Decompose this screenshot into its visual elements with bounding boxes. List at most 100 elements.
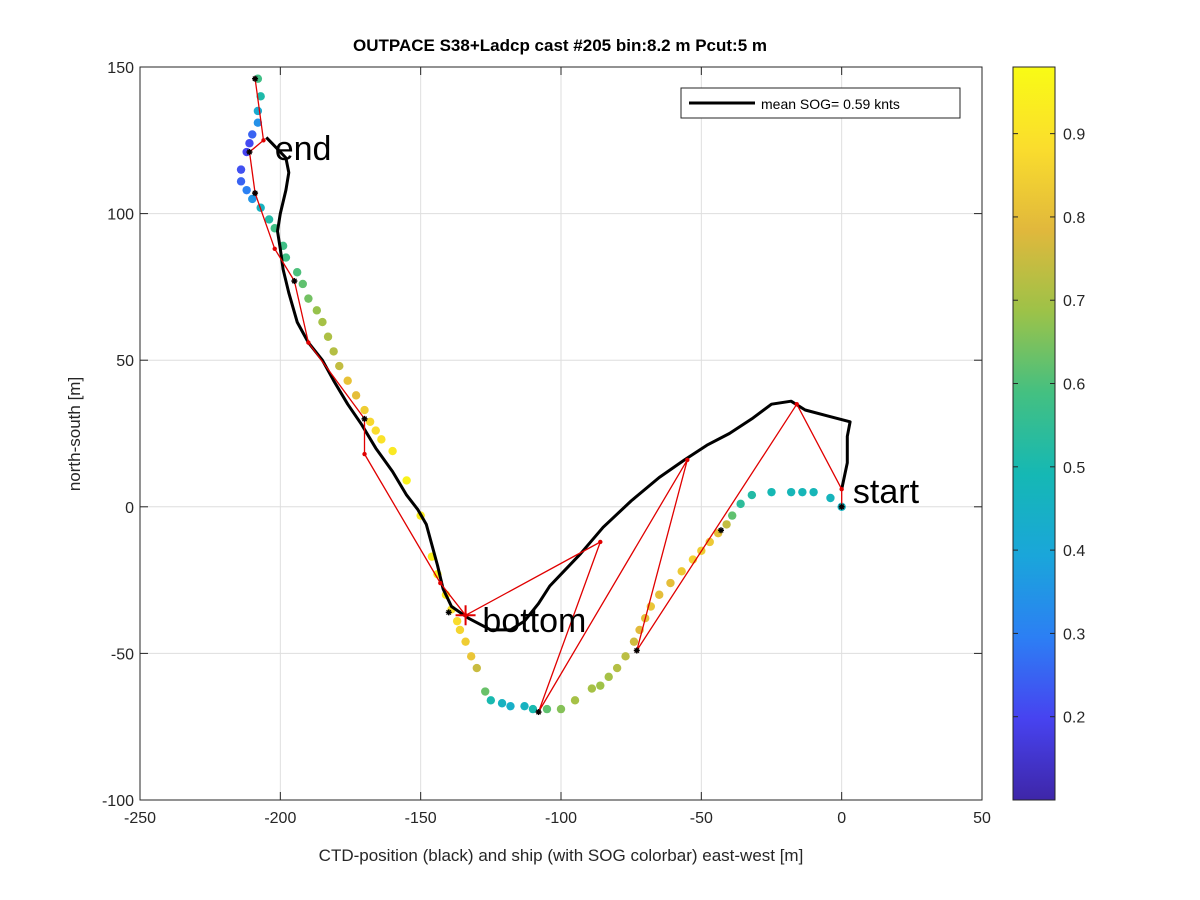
data-series — [236, 74, 852, 716]
colorbar-ticks: 0.2 0.3 0.4 0.5 0.6 0.7 0.8 0.9 — [1013, 127, 1085, 727]
y-tick-label: 50 — [116, 353, 134, 370]
ctd-fix-marker-stroke — [718, 527, 724, 533]
y-tick-label: 150 — [107, 60, 134, 77]
ship-position-marker — [438, 580, 443, 586]
ctd-fix-marker-stroke — [446, 609, 452, 615]
ship-position-marker — [272, 246, 277, 251]
colorbar-frame — [1012, 66, 1056, 801]
sog-point — [455, 625, 465, 635]
sog-point — [335, 361, 344, 371]
ship-position-marker — [794, 401, 799, 407]
x-tick-label: -250 — [124, 810, 156, 827]
x-tick-label: -100 — [545, 810, 577, 827]
x-tick-label: -50 — [690, 810, 713, 827]
colorbar-tick-label: 0.5 — [1063, 460, 1085, 477]
sog-point — [612, 663, 622, 673]
ctd-fix-marker-stroke — [291, 278, 297, 284]
sog-point — [809, 487, 818, 497]
plot-area: -250 -200 -150 -100 -50 0 50 -100 -50 0 50 100 150 s… — [102, 60, 991, 827]
sog-point — [248, 194, 257, 204]
sog-point — [481, 687, 490, 696]
sog-point — [318, 317, 327, 327]
sog-point — [728, 511, 737, 520]
sog-point — [452, 616, 462, 626]
sog-point — [236, 165, 246, 174]
ctd-fix-marker — [252, 190, 259, 197]
colorbar-tick-label: 0.4 — [1063, 543, 1085, 560]
ctd-fix-marker — [633, 647, 640, 654]
sog-point — [466, 652, 476, 661]
ship-position-line — [248, 78, 843, 713]
sog-point — [388, 446, 397, 456]
ctd-fix-marker-stroke — [361, 416, 368, 422]
sog-point — [253, 118, 263, 127]
ctd-fix-marker — [361, 415, 368, 422]
chart-title: OUTPACE S38+Ladcp cast #205 bin:8.2 m Pc… — [353, 36, 767, 55]
colorbar-tick-label: 0.9 — [1063, 127, 1085, 144]
sog-point — [666, 578, 675, 588]
y-tick-label: -100 — [102, 793, 134, 810]
sog-point — [253, 106, 263, 116]
colorbar-tick-label: 0.8 — [1063, 210, 1085, 227]
sog-point — [556, 704, 566, 714]
sog-point — [472, 663, 481, 673]
annotation-bottom: bottom — [482, 602, 586, 640]
sog-point — [298, 279, 307, 289]
sog-point — [604, 672, 613, 682]
sog-point — [722, 520, 731, 529]
sog-point — [292, 268, 302, 277]
ctd-fix-marker-stroke — [252, 190, 258, 196]
y-tick-label: 0 — [125, 500, 134, 517]
sog-point — [767, 487, 776, 497]
colorbar-tick-label: 0.3 — [1063, 626, 1085, 643]
sog-point — [402, 476, 411, 485]
sog-point — [486, 696, 496, 705]
sog-point — [343, 376, 352, 385]
x-tick-label: -150 — [405, 810, 437, 827]
sog-point — [798, 487, 807, 497]
ctd-fix-marker — [291, 278, 298, 285]
axis-ticks: -250 -200 -150 -100 -50 0 50 -100 -50 0 50 100 150 — [102, 60, 991, 827]
sog-point — [248, 130, 257, 139]
sog-point — [264, 215, 274, 224]
ctd-fix-marker-stroke — [839, 504, 845, 510]
sog-point — [520, 701, 529, 711]
y-axis-label: north-south [m] — [65, 377, 84, 491]
sog-point — [281, 253, 291, 262]
sog-point — [256, 92, 265, 101]
ship-position-marker — [839, 487, 844, 492]
ctd-fix-marker-stroke — [246, 149, 253, 155]
sog-point — [786, 487, 796, 497]
sog-point — [312, 306, 322, 315]
sog-point — [329, 347, 338, 356]
sog-point — [629, 637, 639, 646]
colorbar-gradient — [1013, 67, 1055, 800]
annotation-start: start — [853, 473, 920, 511]
sog-point — [323, 332, 333, 341]
annotation-end: end — [275, 130, 332, 168]
sog-point — [351, 391, 361, 400]
x-tick-label: 50 — [973, 810, 991, 827]
sog-point — [655, 590, 664, 599]
sog-point — [304, 294, 313, 303]
ship-position-marker — [362, 451, 367, 457]
ship-position-marker — [306, 340, 311, 345]
colorbar-tick-label: 0.7 — [1063, 293, 1085, 310]
sog-point — [596, 681, 605, 690]
colorbar: 0.2 0.3 0.4 0.5 0.6 0.7 0.8 0.9 — [1012, 66, 1085, 801]
ctd-fix-marker-stroke — [252, 76, 258, 82]
ctd-fix-marker — [535, 709, 542, 716]
sog-point — [461, 637, 470, 646]
ctd-track-line — [265, 136, 852, 632]
ship-position-marker — [598, 539, 603, 545]
sog-point — [587, 684, 597, 693]
sog-point — [360, 405, 369, 415]
ctd-fix-marker — [246, 149, 253, 156]
colorbar-tick-label: 0.2 — [1063, 710, 1085, 727]
sog-point — [705, 537, 714, 547]
x-axis-label: CTD-position (black) and ship (with SOG … — [319, 846, 804, 865]
sog-point — [236, 177, 246, 186]
sog-point — [528, 704, 538, 714]
ctd-fix-marker-stroke — [535, 709, 542, 715]
